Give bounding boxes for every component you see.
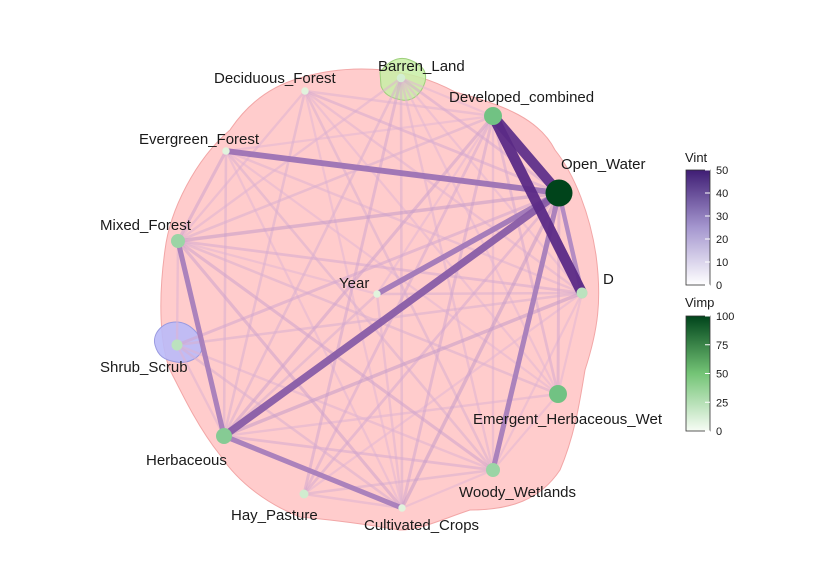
- edge-Deciduous_Forest-D: [303, 89, 584, 295]
- edge-Mixed_Forest-Open_Water: [176, 191, 561, 243]
- node-Year[interactable]: [373, 290, 381, 298]
- edge-Shrub_Scrub-Open_Water: [175, 191, 561, 347]
- label-layer: Barren_Land Deciduous_Forest Developed_com…: [100, 58, 663, 534]
- edge-Hay_Pasture-D: [302, 291, 584, 496]
- edge-Evergreen_Forest-Open_Water: [223, 148, 562, 196]
- edge-Herbaceous-Cultivated_Crops: [221, 433, 405, 511]
- edge-Developed_combined-Herbaceous: [222, 114, 495, 438]
- edge-Emergent_Herbaceous_Wet-Woody_Wetlands: [491, 392, 560, 472]
- edge-Shrub_Scrub-Herbaceous: [175, 343, 226, 438]
- vint-legend-title: Vint: [685, 150, 708, 165]
- node-label-Hay_Pasture: Hay_Pasture: [231, 507, 318, 524]
- edge-Evergreen_Forest-Mixed_Forest: [176, 149, 228, 243]
- edge-Evergreen_Forest-Developed_combined: [224, 114, 495, 153]
- vint-colorbar: [685, 169, 711, 286]
- node-label-Emergent_Herbaceous_Wet: Emergent_Herbaceous_Wet: [473, 411, 663, 428]
- edge-Developed_combined-Mixed_Forest: [176, 114, 495, 243]
- edge-D-Woody_Wetlands: [491, 291, 584, 472]
- vimp-tick-label: 100: [716, 311, 734, 323]
- edge-Open_Water-Cultivated_Crops: [400, 191, 561, 510]
- edge-Year-Cultivated_Crops: [375, 292, 404, 510]
- edge-Herbaceous-Open_Water: [220, 189, 563, 440]
- vimp-tick-label: 75: [716, 340, 728, 352]
- vint-tick-label: 50: [716, 165, 728, 177]
- vint-legend: Vint 50 40 30 20 10 0: [685, 150, 728, 292]
- node-label-D: D: [603, 271, 614, 288]
- node-Woody_Wetlands[interactable]: [486, 463, 500, 477]
- node-Deciduous_Forest[interactable]: [301, 87, 309, 95]
- edge-Deciduous_Forest-Developed_combined: [303, 89, 495, 118]
- node-D[interactable]: [576, 287, 588, 299]
- edge-layer: [175, 76, 588, 511]
- edge-Shrub_Scrub-Cultivated_Crops: [175, 343, 404, 510]
- node-label-Deciduous_Forest: Deciduous_Forest: [214, 70, 337, 87]
- edge-Herbaceous-Woody_Wetlands: [222, 434, 495, 472]
- edge-Hay_Pasture-Cultivated_Crops: [302, 492, 404, 510]
- node-Hay_Pasture[interactable]: [299, 489, 309, 499]
- edge-Developed_combined-Year: [375, 114, 495, 296]
- edge-Year-D: [375, 291, 584, 296]
- vimp-tick-label: 25: [716, 397, 728, 409]
- node-Shrub_Scrub[interactable]: [171, 339, 183, 351]
- edge-Shrub_Scrub-Woody_Wetlands: [175, 343, 495, 472]
- edge-Barren_Land-Hay_Pasture: [302, 76, 403, 496]
- node-Evergreen_Forest[interactable]: [222, 147, 230, 155]
- node-Barren_Land[interactable]: [396, 73, 406, 83]
- node-Emergent_Herbaceous_Wet[interactable]: [549, 385, 567, 403]
- node-label-Herbaceous: Herbaceous: [146, 452, 227, 469]
- vint-ticks: 50 40 30 20 10 0: [705, 165, 728, 292]
- edge-Mixed_Forest-Cultivated_Crops: [176, 239, 404, 510]
- node-label-Cultivated_Crops: Cultivated_Crops: [364, 517, 479, 534]
- edge-Herbaceous-D: [222, 291, 584, 438]
- node-Cultivated_Crops[interactable]: [398, 504, 406, 512]
- node-label-Barren_Land: Barren_Land: [378, 58, 465, 75]
- edge-Year-Open_Water: [374, 190, 562, 297]
- edge-Mixed_Forest-Shrub_Scrub: [175, 239, 180, 347]
- node-label-Developed_combined: Developed_combined: [449, 89, 594, 106]
- edge-Deciduous_Forest-Open_Water: [303, 89, 561, 195]
- node-Herbaceous[interactable]: [216, 428, 232, 444]
- vint-tick-label: 40: [716, 188, 728, 200]
- node-Developed_combined[interactable]: [484, 107, 502, 125]
- vimp-ticks: 100 75 50 25 0: [705, 311, 734, 438]
- edge-Barren_Land-Developed_combined: [399, 76, 495, 118]
- vimp-tick-label: 0: [716, 426, 722, 438]
- vint-tick-label: 20: [716, 234, 728, 246]
- edge-Hay_Pasture-Woody_Wetlands: [302, 468, 495, 496]
- vimp-legend: Vimp 100 75 50 25 0: [685, 295, 734, 438]
- node-Open_Water[interactable]: [545, 179, 573, 207]
- vimp-legend-title: Vimp: [685, 295, 714, 310]
- edge-Developed_combined-Emergent_Herbaceous_Wet: [491, 114, 560, 396]
- edge-Open_Water-Emergent_Herbaceous_Wet: [556, 191, 561, 396]
- node-label-Year: Year: [339, 275, 369, 292]
- node-label-Woody_Wetlands: Woody_Wetlands: [459, 484, 576, 501]
- edge-Mixed_Forest-Herbaceous: [175, 238, 227, 439]
- edge-Deciduous_Forest-Mixed_Forest: [176, 89, 307, 243]
- vint-tick-label: 30: [716, 211, 728, 223]
- edge-D-Emergent_Herbaceous_Wet: [556, 291, 584, 396]
- node-layer: [171, 73, 588, 512]
- edge-Open_Water-Woody_Wetlands: [490, 190, 562, 473]
- vimp-tick-label: 50: [716, 369, 728, 381]
- edge-Year-Mixed_Forest: [176, 239, 379, 296]
- vint-tick-label: 10: [716, 257, 728, 269]
- node-label-Open_Water: Open_Water: [561, 156, 646, 173]
- edge-Mixed_Forest-Emergent_Herbaceous_Wet: [176, 239, 560, 396]
- node-Mixed_Forest[interactable]: [171, 234, 185, 248]
- node-label-Evergreen_Forest: Evergreen_Forest: [139, 131, 260, 148]
- edge-Developed_combined-D: [487, 110, 588, 299]
- node-label-Mixed_Forest: Mixed_Forest: [100, 217, 192, 234]
- node-label-Shrub_Scrub: Shrub_Scrub: [100, 359, 188, 376]
- edge-Evergreen_Forest-Herbaceous: [222, 149, 228, 438]
- edge-Cultivated_Crops-Woody_Wetlands: [400, 468, 495, 510]
- edge-Year-Herbaceous: [222, 292, 379, 438]
- edge-Barren_Land-Open_Water: [399, 76, 561, 195]
- edge-Deciduous_Forest-Herbaceous: [222, 89, 307, 438]
- vint-tick-label: 0: [716, 280, 722, 292]
